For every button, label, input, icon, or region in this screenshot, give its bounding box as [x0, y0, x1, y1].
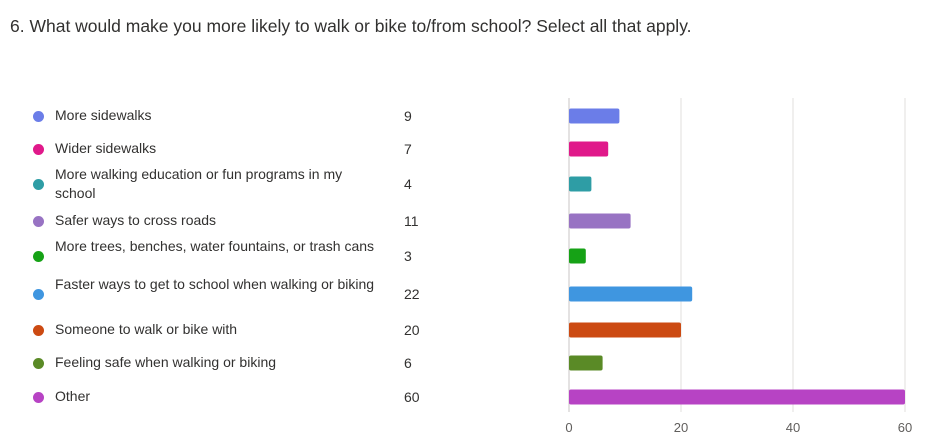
legend-count: 22	[404, 285, 420, 302]
legend-count: 20	[404, 321, 420, 338]
legend-count: 11	[404, 212, 419, 229]
legend-label: More walking education or fun programs i…	[55, 166, 343, 201]
legend-dot	[33, 324, 44, 336]
bar	[569, 213, 631, 229]
legend-label: Wider sidewalks	[55, 140, 157, 156]
legend-dot	[33, 110, 44, 122]
x-tick-label: 60	[898, 420, 912, 435]
legend-dot	[33, 391, 44, 403]
legend-dot	[33, 143, 44, 155]
legend-label: Faster ways to get to school when walkin…	[55, 276, 375, 292]
legend-count: 9	[404, 107, 412, 124]
bar	[569, 322, 681, 338]
legend-dot	[33, 215, 44, 227]
x-tick-label: 0	[565, 420, 572, 435]
legend-label: Safer ways to cross roads	[55, 212, 217, 228]
x-tick-label: 20	[674, 420, 688, 435]
bar	[569, 389, 905, 405]
legend-label: More trees, benches, water fountains, or…	[55, 238, 375, 254]
legend-label: More sidewalks	[55, 107, 152, 123]
legend-count: 60	[404, 388, 420, 405]
legend-label: Feeling safe when walking or biking	[55, 354, 277, 370]
x-tick-label: 40	[786, 420, 800, 435]
bar	[569, 108, 620, 124]
bar	[569, 355, 603, 371]
bar	[569, 141, 609, 157]
bar	[569, 286, 693, 302]
legend-label: Other	[55, 388, 91, 404]
legend-count: 7	[404, 140, 412, 157]
question-title: 6. What would make you more likely to wa…	[10, 16, 692, 36]
legend-dot	[33, 288, 44, 300]
legend-dot	[33, 250, 44, 262]
bar	[569, 176, 592, 192]
legend-count: 3	[404, 247, 412, 264]
legend-count: 4	[404, 175, 412, 192]
bar	[569, 248, 586, 264]
legend-dot	[33, 178, 44, 190]
legend-count: 6	[404, 354, 412, 371]
legend-dot	[33, 357, 44, 369]
legend-label: Someone to walk or bike with	[55, 321, 238, 337]
